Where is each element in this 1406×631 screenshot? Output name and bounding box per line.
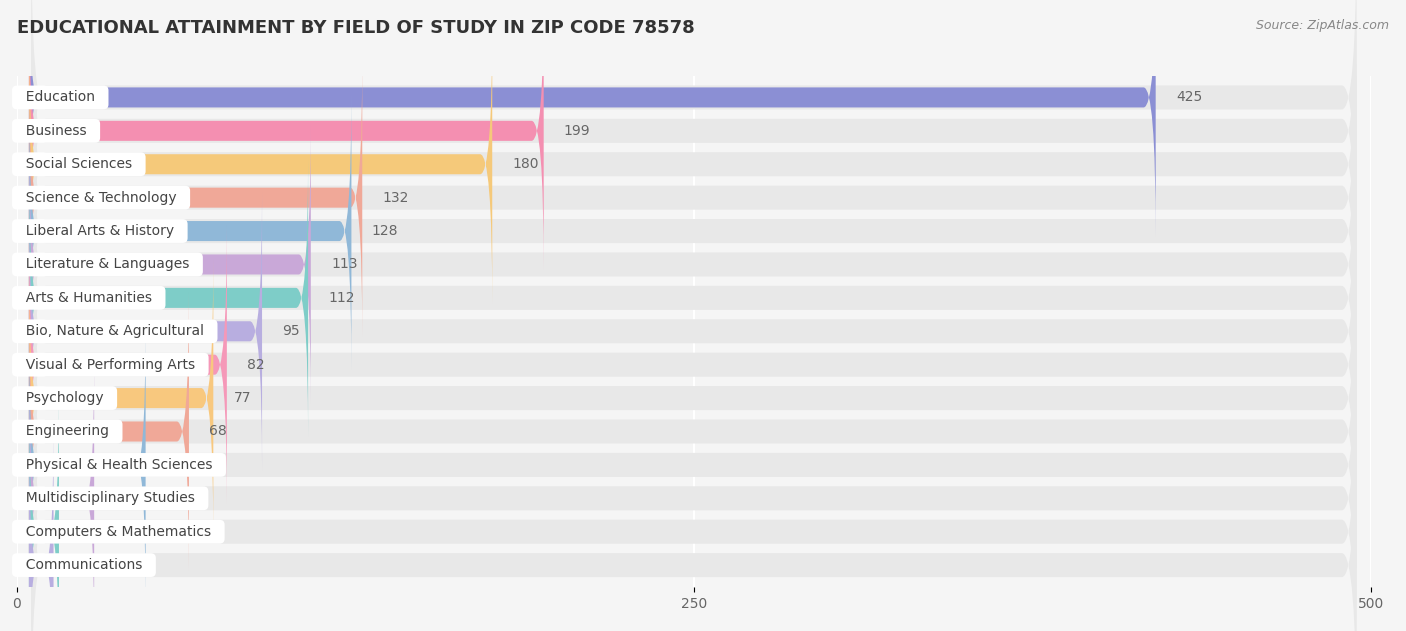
FancyBboxPatch shape xyxy=(31,31,1357,364)
Text: Multidisciplinary Studies: Multidisciplinary Studies xyxy=(17,492,204,505)
Text: Science & Technology: Science & Technology xyxy=(17,191,186,204)
Text: 20: 20 xyxy=(79,525,97,539)
Text: 199: 199 xyxy=(564,124,591,138)
FancyBboxPatch shape xyxy=(30,25,492,303)
Text: Arts & Humanities: Arts & Humanities xyxy=(17,291,160,305)
Text: EDUCATIONAL ATTAINMENT BY FIELD OF STUDY IN ZIP CODE 78578: EDUCATIONAL ATTAINMENT BY FIELD OF STUDY… xyxy=(17,19,695,37)
FancyBboxPatch shape xyxy=(30,126,311,403)
Text: Education: Education xyxy=(17,90,104,105)
Text: Communications: Communications xyxy=(17,558,150,572)
Text: Bio, Nature & Agricultural: Bio, Nature & Agricultural xyxy=(17,324,212,338)
FancyBboxPatch shape xyxy=(31,64,1357,398)
Text: Business: Business xyxy=(17,124,96,138)
Text: Liberal Arts & History: Liberal Arts & History xyxy=(17,224,183,238)
FancyBboxPatch shape xyxy=(30,426,53,631)
Text: Psychology: Psychology xyxy=(17,391,112,405)
Text: Computers & Mathematics: Computers & Mathematics xyxy=(17,525,219,539)
FancyBboxPatch shape xyxy=(31,98,1357,431)
FancyBboxPatch shape xyxy=(30,226,226,504)
FancyBboxPatch shape xyxy=(31,232,1357,565)
FancyBboxPatch shape xyxy=(31,165,1357,498)
FancyBboxPatch shape xyxy=(31,0,1357,331)
FancyBboxPatch shape xyxy=(30,360,94,631)
Text: Social Sciences: Social Sciences xyxy=(17,157,141,171)
FancyBboxPatch shape xyxy=(30,0,1156,237)
Text: 18: 18 xyxy=(73,558,91,572)
Text: 425: 425 xyxy=(1175,90,1202,105)
FancyBboxPatch shape xyxy=(30,192,262,470)
Text: Visual & Performing Arts: Visual & Performing Arts xyxy=(17,358,204,372)
Text: 33: 33 xyxy=(114,492,132,505)
FancyBboxPatch shape xyxy=(31,365,1357,631)
Text: Source: ZipAtlas.com: Source: ZipAtlas.com xyxy=(1256,19,1389,32)
FancyBboxPatch shape xyxy=(31,298,1357,631)
Text: 180: 180 xyxy=(512,157,538,171)
Text: 77: 77 xyxy=(233,391,252,405)
Text: Literature & Languages: Literature & Languages xyxy=(17,257,198,271)
FancyBboxPatch shape xyxy=(31,398,1357,631)
FancyBboxPatch shape xyxy=(30,92,352,370)
FancyBboxPatch shape xyxy=(30,392,59,631)
FancyBboxPatch shape xyxy=(31,265,1357,598)
Text: 112: 112 xyxy=(328,291,354,305)
Text: 113: 113 xyxy=(330,257,357,271)
Text: Engineering: Engineering xyxy=(17,425,118,439)
FancyBboxPatch shape xyxy=(31,198,1357,531)
Text: 52: 52 xyxy=(166,458,183,472)
FancyBboxPatch shape xyxy=(31,0,1357,298)
Text: 128: 128 xyxy=(371,224,398,238)
Text: 68: 68 xyxy=(209,425,226,439)
FancyBboxPatch shape xyxy=(31,131,1357,464)
FancyBboxPatch shape xyxy=(30,0,544,270)
Text: 95: 95 xyxy=(283,324,299,338)
FancyBboxPatch shape xyxy=(31,0,1357,264)
FancyBboxPatch shape xyxy=(30,259,214,537)
FancyBboxPatch shape xyxy=(30,326,146,604)
FancyBboxPatch shape xyxy=(30,159,308,437)
Text: 132: 132 xyxy=(382,191,409,204)
Text: 82: 82 xyxy=(247,358,264,372)
FancyBboxPatch shape xyxy=(30,293,188,570)
FancyBboxPatch shape xyxy=(30,59,363,336)
Text: Physical & Health Sciences: Physical & Health Sciences xyxy=(17,458,221,472)
FancyBboxPatch shape xyxy=(31,331,1357,631)
